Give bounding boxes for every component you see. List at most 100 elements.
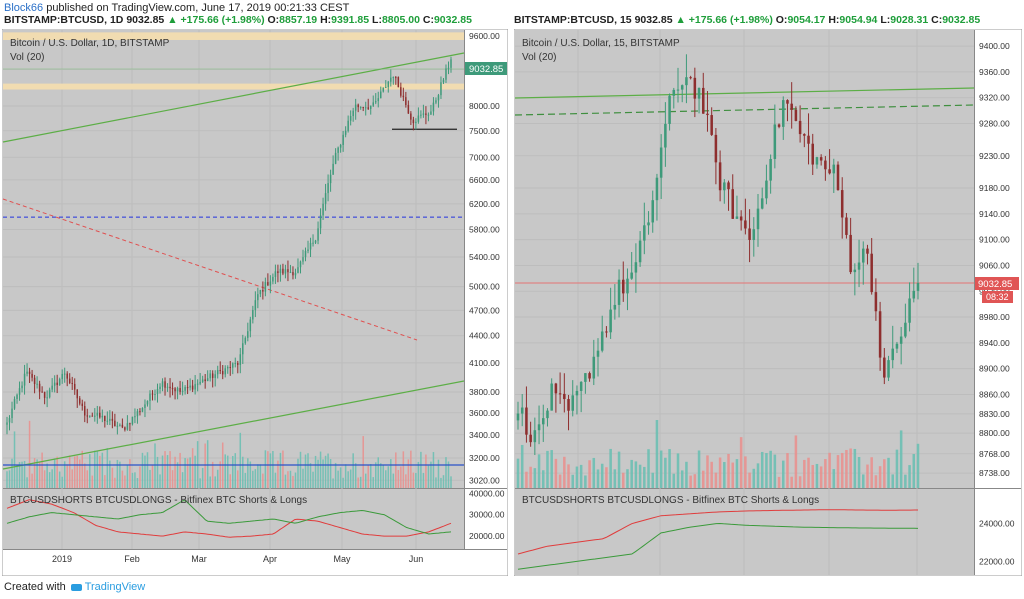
volume-bar (199, 478, 201, 488)
y-tick-label: 3200.00 (469, 453, 500, 463)
right-price: 9032.85 (634, 14, 673, 26)
x-tick-label: May (333, 554, 351, 564)
volume-bar (86, 470, 89, 488)
volume-bar (811, 465, 814, 488)
volume-bar (395, 452, 397, 488)
candle-body (219, 370, 221, 372)
candle-body (66, 373, 68, 379)
volume-bar (247, 458, 249, 488)
candle-body (181, 390, 184, 392)
footer-created: Created with (4, 581, 66, 593)
y-tick-label: 9280.00 (979, 119, 1010, 129)
candle-body (26, 371, 28, 374)
volume-bar (106, 448, 109, 488)
candle-body (790, 103, 793, 110)
volume-bar (702, 470, 705, 488)
volume-bar (139, 466, 141, 488)
volume-bar (533, 468, 537, 488)
candle-body (96, 412, 99, 416)
upper-trendline (2, 52, 465, 143)
volume-bar (239, 432, 242, 488)
volume-bar (8, 470, 11, 488)
volume-bar (798, 476, 802, 488)
volume-bar (407, 459, 410, 488)
indicator-tick-label: 22000.00 (979, 557, 1015, 567)
volume-bar (824, 459, 827, 488)
volume-bar (327, 453, 329, 488)
candle-body (634, 262, 638, 273)
candle-body (367, 107, 369, 109)
volume-bar (317, 459, 319, 488)
author-link[interactable]: Block66 (4, 2, 44, 14)
volume-bar (862, 474, 865, 488)
candle-body (53, 382, 56, 386)
candle-body (828, 169, 831, 174)
volume-bar (899, 430, 903, 488)
volume-bar (56, 456, 58, 488)
right-15m-chart[interactable]: 8738.00 8768.00 8800.00 8830.00 8860.00 8900.… (514, 29, 1022, 576)
left-symbol-bar: BITSTAMP:BTCUSD, 1D 9032.85 ▲ +175.66 (+… (4, 14, 472, 26)
volume-bar (849, 448, 852, 488)
volume-bar (159, 474, 161, 488)
x-tick-label: 2019 (52, 554, 72, 564)
candle-body (866, 248, 869, 254)
volume-bar (866, 464, 869, 488)
volume-bar (354, 463, 357, 488)
y-tick-label: 3400.00 (469, 430, 500, 440)
volume-bar (11, 458, 13, 488)
left-price-pane[interactable] (3, 30, 464, 488)
candle-body (99, 412, 101, 418)
candle-body (908, 298, 911, 323)
footer-brand[interactable]: TradingView (84, 581, 146, 593)
volume-bar (214, 476, 216, 488)
left-close: 9032.85 (433, 14, 472, 26)
candle-body (600, 331, 604, 351)
candle-body (46, 397, 48, 399)
volume-bar (630, 459, 633, 488)
resistance-band (3, 83, 464, 90)
left-indicator-pane[interactable] (3, 489, 464, 549)
lower-trendline (2, 380, 465, 470)
volume-bar (76, 455, 78, 488)
volume-bar (41, 452, 43, 488)
left-price-tag-text: 9032.85 (469, 64, 503, 75)
volume-bar (575, 466, 579, 488)
volume-bar (126, 464, 129, 488)
candle-body (710, 115, 713, 135)
volume-bar (412, 472, 415, 488)
volume-bar (146, 452, 149, 488)
candle-body (798, 120, 802, 135)
volume-bar (706, 455, 709, 488)
candle-body (769, 158, 772, 181)
candle-body (440, 82, 442, 96)
candle-body (124, 427, 126, 430)
volume-bar (319, 451, 322, 488)
candle-body (811, 143, 814, 165)
candle-body (697, 87, 701, 99)
volume-bar (61, 476, 63, 488)
left-change: ▲ +175.66 (+1.98%) (167, 14, 265, 26)
volume-bar (38, 461, 41, 488)
right-symbol[interactable]: BITSTAMP:BTCUSD, 15 (514, 14, 632, 26)
candle-body (845, 217, 848, 235)
candle-body (322, 203, 324, 216)
candle-body (302, 257, 304, 262)
candle-body (372, 102, 374, 106)
candle-body (114, 420, 116, 427)
left-daily-chart[interactable]: 3020.00 3200.00 3400.00 3600.00 3800.00 4100.… (2, 29, 508, 576)
volume-bar (874, 475, 878, 488)
volume-bar (109, 460, 111, 488)
left-symbol[interactable]: BITSTAMP:BTCUSD, 1D (4, 14, 124, 26)
candle-body (161, 381, 164, 387)
y-tick-label: 7000.00 (469, 152, 500, 162)
candle-body (264, 282, 267, 292)
volume-bar (189, 457, 191, 488)
candle-body (357, 104, 359, 108)
left-vol-label: Vol (20) (10, 52, 44, 63)
candle-body (664, 123, 667, 148)
candle-body (899, 336, 903, 344)
volume-bar (537, 454, 541, 488)
volume-bar (520, 444, 524, 488)
volume-bar (254, 469, 257, 488)
volume-bar (141, 452, 144, 488)
